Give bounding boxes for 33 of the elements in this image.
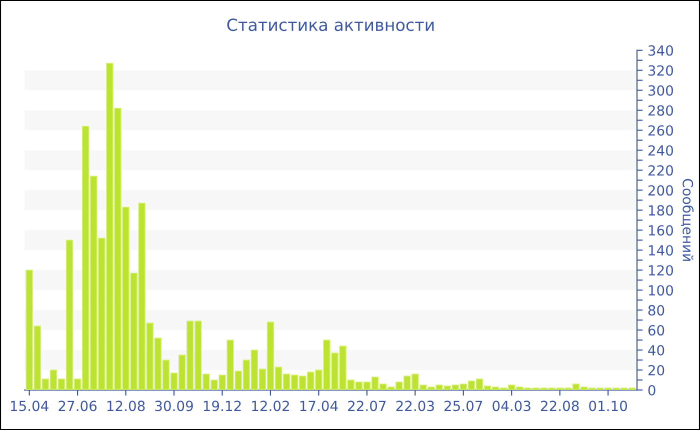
y-tick-label: 140	[648, 245, 674, 256]
y-tick-label: 220	[648, 165, 674, 176]
y-tick-label: 200	[648, 185, 674, 196]
y-tick-label: 120	[648, 265, 674, 276]
x-tick-label: 27.06	[58, 400, 97, 412]
x-tick-label: 30.09	[155, 400, 193, 412]
x-tick-label: 25.07	[444, 400, 482, 412]
y-tick-label: 100	[648, 285, 674, 296]
x-tick-label: 12.08	[107, 400, 145, 412]
y-tick-label: 280	[648, 105, 674, 116]
y-tick-label: 240	[648, 145, 674, 156]
x-tick-label: 04.03	[492, 400, 530, 412]
x-tick-label: 22.03	[396, 400, 434, 412]
y-tick-label: 260	[648, 125, 674, 136]
chart-title: Статистика активности	[227, 18, 434, 32]
y-tick-label: 160	[648, 225, 674, 236]
y-tick-label: 340	[648, 45, 674, 56]
y-tick-label: 300	[648, 85, 674, 96]
y-tick-label: 80	[648, 305, 664, 316]
y-tick-label: 320	[648, 65, 674, 76]
x-tick-label: 01.10	[589, 400, 628, 412]
x-tick-label: 22.08	[540, 400, 579, 412]
y-tick-label: 60	[648, 325, 664, 336]
x-tick-label: 22.07	[348, 400, 386, 412]
y-tick-label: 180	[648, 205, 674, 216]
x-tick-label: 12.02	[252, 400, 289, 412]
y-tick-label: 20	[648, 364, 664, 376]
y-tick-label: 40	[648, 345, 664, 356]
x-tick-label: 19.12	[204, 400, 241, 412]
x-tick-label: 15.04	[10, 400, 48, 412]
y-tick-label: 0	[648, 384, 656, 396]
y-axis-title: Сообщений	[680, 178, 694, 261]
x-tick-label: 17.04	[300, 400, 338, 412]
